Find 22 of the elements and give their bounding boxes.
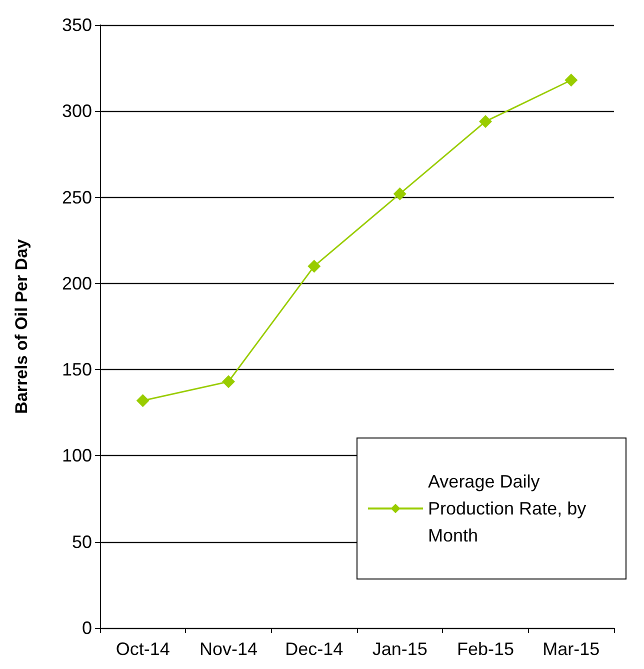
point: [222, 375, 235, 388]
x-tick-label: Mar-15: [542, 639, 600, 659]
x-tick-label: Feb-15: [456, 639, 514, 659]
y-tick-label: 200: [62, 273, 92, 294]
y-tick-label: 350: [62, 15, 92, 35]
y-tick-label: 150: [62, 360, 92, 380]
y-tick-label: 250: [62, 187, 92, 208]
y-tick-label: 0: [82, 618, 92, 638]
y-tick-label: 100: [62, 446, 92, 466]
x-tick-label: Dec-14: [285, 639, 344, 659]
point: [564, 74, 578, 87]
y-axis-title: Barrels of Oil Per Day: [12, 238, 31, 414]
legend-label: Average Daily Production Rate, by Month: [428, 472, 592, 546]
x-tick-label: Nov-14: [199, 639, 258, 659]
point: [479, 114, 492, 128]
y-tick-label: 300: [62, 101, 92, 122]
x-tick-label: Oct-14: [116, 639, 170, 659]
point: [136, 394, 150, 408]
point: [308, 260, 321, 273]
point: [393, 187, 406, 200]
y-tick-label: 50: [72, 532, 92, 552]
x-tick-label: Jan-15: [372, 639, 428, 659]
